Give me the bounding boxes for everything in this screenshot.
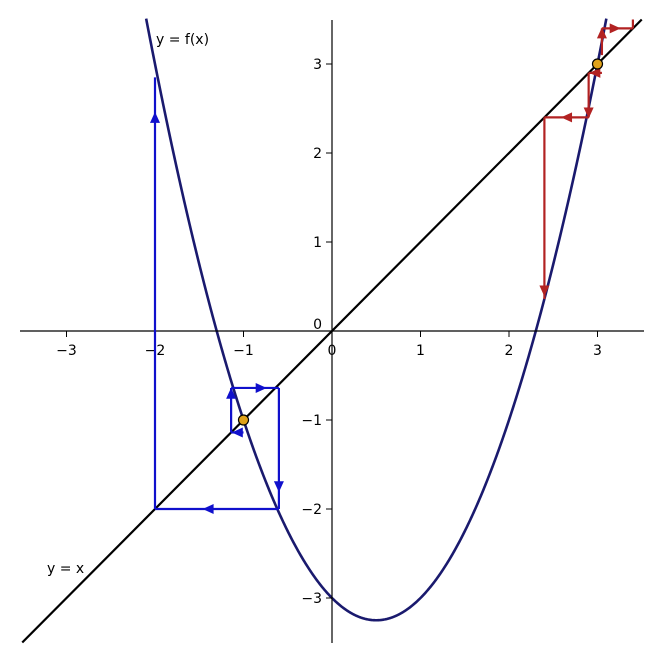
x-tick-label: 1 [416, 343, 425, 359]
curve-label-fx: y = f(x) [156, 32, 209, 48]
y-tick-label: −3 [301, 591, 322, 607]
red-cobweb-arrow [583, 107, 594, 119]
blue-cobweb-arrow [150, 111, 160, 123]
curve-fx [144, 18, 608, 622]
x-tick-label: −3 [56, 343, 77, 359]
blue-cobweb-arrow [202, 504, 214, 514]
y-tick-label: −2 [301, 502, 322, 518]
fixed-points-layer [237, 58, 604, 426]
red-cobweb-arrow [561, 112, 573, 123]
y-tick-label: 2 [313, 146, 322, 162]
fixed-point-marker [591, 58, 604, 70]
curve-label-yx: y = x [47, 561, 84, 577]
blue-cobweb-arrow [231, 427, 243, 438]
x-tick-label: 0 [328, 343, 337, 359]
cobweb-layer [150, 19, 635, 514]
x-tick-label: 3 [593, 343, 602, 359]
red-cobweb-arrow [589, 67, 601, 78]
origin-label: 0 [313, 317, 322, 333]
red-cobweb-arrow [596, 27, 607, 39]
red-cobweb-arrow [539, 285, 550, 297]
fixed-point-marker [237, 414, 250, 426]
red-cobweb-arrow [609, 23, 621, 34]
x-tick-label: −1 [233, 343, 254, 359]
y-tick-label: 1 [313, 235, 322, 251]
y-tick-label: 3 [313, 57, 322, 73]
blue-cobweb-arrow [273, 481, 284, 493]
x-tick-label: 2 [505, 343, 514, 359]
blue-cobweb-arrow [226, 387, 237, 399]
blue-cobweb-arrow [255, 382, 267, 393]
y-tick-label: −1 [301, 413, 322, 429]
